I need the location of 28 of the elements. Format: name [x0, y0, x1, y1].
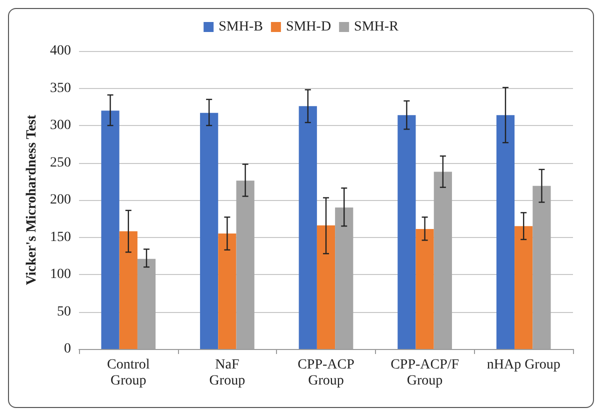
y-tick-label: 350: [50, 80, 71, 96]
y-tick-label: 200: [50, 192, 71, 208]
y-tick-label: 0: [64, 342, 71, 356]
x-tick-label: CPP-ACP/F Group: [390, 358, 460, 388]
bar: [496, 115, 515, 349]
y-tick-label: 100: [50, 267, 71, 282]
y-tick-label: 400: [50, 44, 71, 58]
y-tick-label: 300: [50, 118, 71, 133]
bar: [101, 110, 120, 349]
bar: [218, 234, 236, 349]
legend-label: SMH-B: [218, 20, 263, 34]
bar: [416, 229, 434, 349]
y-tick-label: 50: [57, 304, 71, 320]
legend-label: SMH-D: [286, 20, 332, 34]
bar: [514, 226, 533, 349]
y-axis-title: Vicker's Microhardness Test: [24, 114, 40, 286]
x-tick-label: CPP-ACP Group: [298, 358, 355, 388]
y-tick-label: 150: [50, 230, 71, 245]
x-tick-label: nHAp Group: [486, 358, 560, 372]
x-tick-label: Control Group: [107, 358, 150, 388]
bar: [200, 112, 218, 349]
bar: [398, 115, 416, 349]
bar: [316, 225, 336, 349]
y-tick-label: 250: [50, 155, 71, 170]
x-tick-label: NaF Group: [209, 358, 246, 388]
bar: [298, 106, 317, 349]
legend-label: SMH-R: [354, 20, 400, 34]
bar: [119, 231, 138, 349]
